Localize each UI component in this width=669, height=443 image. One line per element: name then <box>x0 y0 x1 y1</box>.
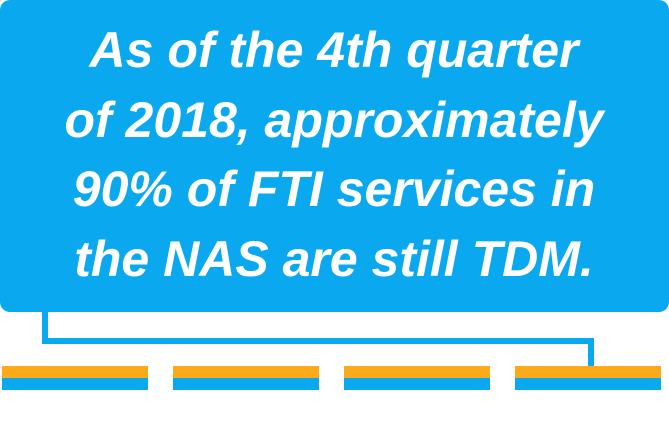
dashed-band <box>2 366 661 390</box>
band-blue <box>515 378 661 390</box>
callout-line: of 2018, approximately <box>64 92 605 148</box>
band-blue <box>173 378 319 390</box>
band-orange <box>173 366 319 378</box>
band-orange <box>2 366 148 378</box>
connector <box>42 312 594 372</box>
callout-line: As of the 4th quarter <box>88 22 581 78</box>
band-blue <box>344 378 490 390</box>
band-blue <box>2 378 148 390</box>
band-orange <box>515 366 661 378</box>
callout-line: the NAS are still TDM. <box>74 231 594 287</box>
callout-text: As of the 4th quarter of 2018, approximat… <box>64 22 605 287</box>
band-orange <box>344 366 490 378</box>
callout-box <box>0 0 669 312</box>
callout-line: 90% of FTI services in <box>73 161 595 217</box>
